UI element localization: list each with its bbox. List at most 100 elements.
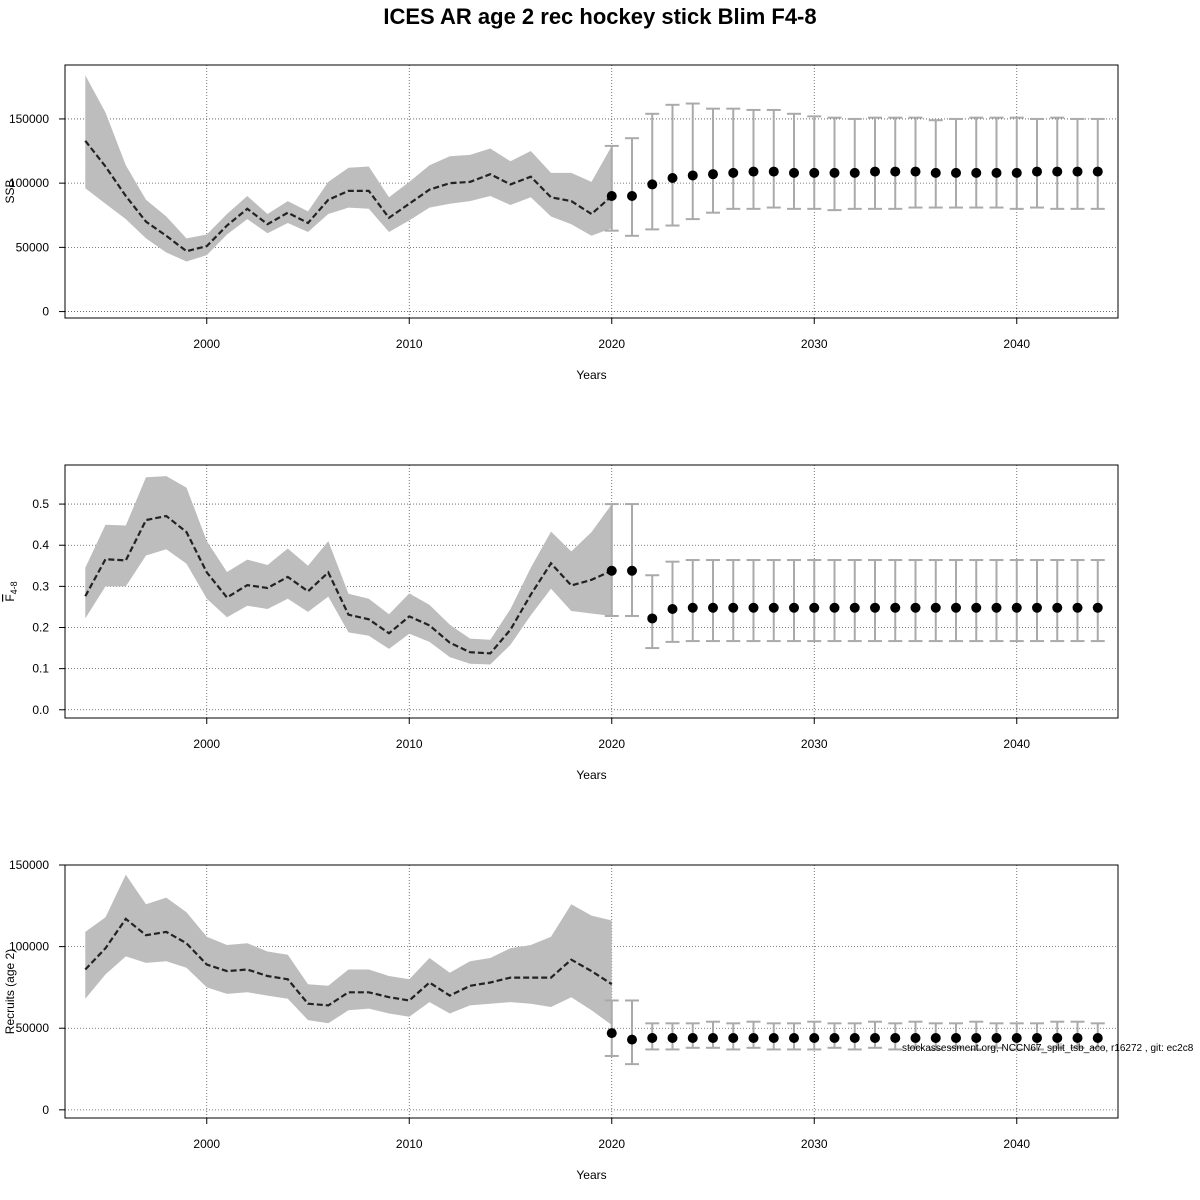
forecast-point [971,602,982,613]
forecast-point [667,173,678,184]
y-axis-label-text: Recruits (age 2) [3,949,17,1034]
x-tick-label: 2010 [396,1137,423,1151]
y-axis-label: Recruits (age 2) [3,949,17,1034]
forecast-point [1092,1033,1103,1044]
chart-panel-1: 2000 2010 2020 2030 2040 0 50000 100000 150000 Ye… [3,64,1119,382]
forecast-point [809,1033,820,1044]
y-axis-label: F4-8 [3,581,19,601]
y-tick-label: 0.5 [32,497,49,511]
forecast-point [1072,166,1083,177]
y-tick-label: 150000 [9,858,49,872]
y-tick-label: 50000 [16,1021,50,1035]
forecast-point [687,602,698,613]
forecast-point [708,1033,718,1044]
x-axis-label: Years [576,768,606,782]
forecast-point [849,1033,860,1044]
forecast-point [991,602,1002,613]
y-axis-label: SSB [3,179,17,203]
chart-panels: 2000 2010 2020 2030 2040 0 50000 100000 150000 Ye… [3,64,1119,1182]
y-tick-label: 0.4 [32,538,49,552]
y-tick-label: 100000 [9,940,49,954]
confidence-band [85,476,612,665]
forecast-point [870,602,880,613]
forecast-point [951,602,961,613]
forecast-point [951,167,961,178]
forecast-point [667,1033,678,1044]
forecast-point [1011,1033,1022,1044]
y-tick-label: 0 [42,1103,49,1117]
x-tick-label: 2000 [193,1137,220,1151]
x-tick-label: 2030 [801,1137,828,1151]
x-tick-label: 2010 [396,737,423,751]
forecast-point [829,602,840,613]
plot-frame [64,64,1119,319]
y-tick-label: 0.2 [32,620,49,634]
plot-frame [64,464,1119,719]
forecast-point [647,1033,658,1044]
x-tick-label: 2010 [396,337,423,351]
x-tick-label: 2040 [1003,737,1030,751]
forecast-point [1032,602,1042,613]
forecast-point [971,167,982,178]
forecast-point [708,602,718,613]
forecast-point [910,602,921,613]
forecast-point [870,1033,880,1044]
forecast-point [1032,1033,1042,1044]
forecast-point [870,166,880,177]
x-tick-label: 2020 [598,1137,625,1151]
x-tick-label: 2000 [193,737,220,751]
chart-panel-2: 2000 2010 2020 2030 2040 0.0 0.1 0.2 0.3 0.4 0.5 Ye… [3,464,1119,782]
x-tick-label: 2030 [801,737,828,751]
forecast-point [991,1033,1002,1044]
y-tick-label: 100000 [9,176,49,190]
y-axis-label-text: F [3,594,17,601]
forecast-point [910,1033,921,1044]
forecast-point [708,169,718,180]
forecast-point [1072,602,1083,613]
forecast-point [789,1033,799,1044]
forecast-point [768,1033,779,1044]
forecast-point [1032,166,1042,177]
forecast-point [647,179,658,190]
forecast-point [627,1034,637,1045]
forecast-point [1072,1033,1083,1044]
forecast-point [667,603,678,614]
forecast-point [606,1028,617,1039]
chart-panel-3: 2000 2010 2020 2030 2040 0 50000 100000 150000 Ye… [3,858,1119,1182]
chart-title: ICES AR age 2 rec hockey stick Blim F4-8 [383,4,816,29]
forecast-point [606,190,617,201]
y-tick-label: 0 [42,305,49,319]
x-tick-label: 2020 [598,737,625,751]
x-tick-label: 2040 [1003,1137,1030,1151]
plot-frame [64,864,1119,1119]
estimate-line [84,514,613,655]
x-axis-label: Years [576,368,606,382]
forecast-point [991,167,1002,178]
y-tick-label: 0.0 [32,703,49,717]
forecast-point [849,602,860,613]
forecast-point [647,613,658,624]
forecast-point [971,1033,982,1044]
forecast-point [829,1033,840,1044]
confidence-band [85,75,612,262]
forecast-point [930,1033,941,1044]
forecast-point [687,170,698,181]
forecast-point [789,167,799,178]
x-tick-label: 2030 [801,337,828,351]
forecast-point [728,167,739,178]
forecast-point [1052,602,1063,613]
forecast-point [768,602,779,613]
forecast-point [809,167,820,178]
forecast-point [789,602,799,613]
forecast-point [849,167,860,178]
forecast-point [890,166,901,177]
estimate-line [84,140,613,253]
forecast-point [768,166,779,177]
forecast-point [1092,166,1103,177]
forecast-point [1092,602,1103,613]
forecast-point [687,1033,698,1044]
forecast-point [890,602,901,613]
forecast-point [1011,167,1022,178]
forecast-point [748,602,759,613]
